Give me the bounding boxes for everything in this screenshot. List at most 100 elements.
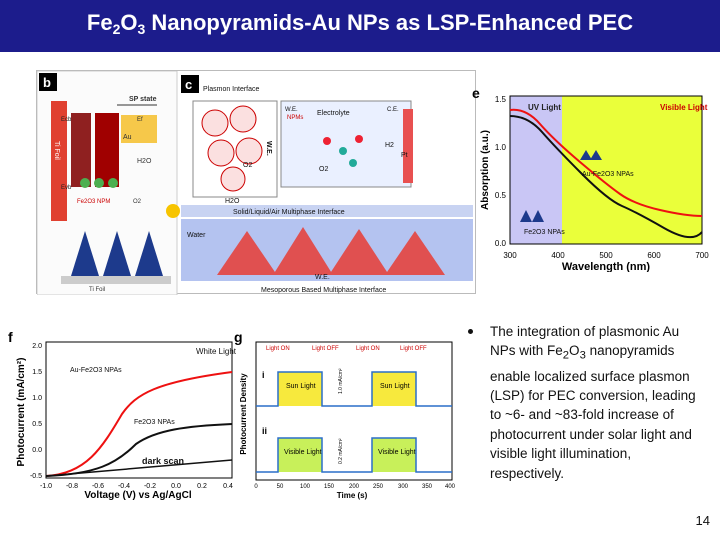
- svg-text:300: 300: [398, 484, 409, 490]
- panel-b-label-box: [39, 73, 57, 91]
- svg-text:Ti Foil: Ti Foil: [89, 287, 105, 293]
- svg-text:1.0 mA/cm²: 1.0 mA/cm²: [338, 368, 344, 394]
- figure-panel-e: e UV Light Visible Light Au-Fe2O3 NPAs F…: [470, 82, 712, 273]
- svg-text:UV Light: UV Light: [528, 103, 561, 112]
- svg-text:-1.0: -1.0: [40, 483, 52, 490]
- svg-text:f: f: [8, 329, 13, 345]
- absorption-chart: e UV Light Visible Light Au-Fe2O3 NPAs F…: [472, 85, 709, 273]
- svg-text:SP state: SP state: [129, 96, 157, 103]
- svg-text:0.0: 0.0: [32, 447, 42, 454]
- svg-text:100: 100: [300, 484, 311, 490]
- svg-text:0.5: 0.5: [32, 421, 42, 428]
- svg-text:Au-Fe2O3 NPAs: Au-Fe2O3 NPAs: [582, 171, 634, 178]
- svg-text:Visible Light: Visible Light: [660, 103, 708, 112]
- svg-text:0.4: 0.4: [223, 483, 233, 490]
- svg-text:Light ON: Light ON: [356, 346, 380, 352]
- svg-text:1.5: 1.5: [32, 369, 42, 376]
- fe2o3-curve: [509, 115, 703, 239]
- svg-text:50: 50: [277, 484, 284, 490]
- svg-text:Ecb: Ecb: [61, 117, 72, 123]
- svg-text:-0.8: -0.8: [66, 483, 78, 490]
- svg-text:0.2 mA/cm²: 0.2 mA/cm²: [338, 438, 344, 464]
- svg-text:Ti Foil: Ti Foil: [53, 141, 60, 160]
- svg-text:2.0: 2.0: [32, 343, 42, 350]
- svg-text:W.E.: W.E.: [315, 274, 330, 281]
- svg-text:g: g: [234, 329, 243, 345]
- svg-text:0: 0: [254, 484, 258, 490]
- svg-text:700: 700: [695, 251, 709, 260]
- svg-text:Photocurrent Density: Photocurrent Density: [239, 373, 248, 455]
- svg-text:Fe2O3 NPM: Fe2O3 NPM: [77, 199, 110, 205]
- svg-text:W.E.: W.E.: [265, 141, 272, 156]
- svg-text:1.0: 1.0: [495, 143, 507, 152]
- svg-text:Mesoporous Based Multiphase In: Mesoporous Based Multiphase Interface: [261, 287, 386, 294]
- figure-panel-f: f White Light Au-Fe2O3 NPAs Fe2O3 NPAs d…: [6, 328, 238, 501]
- svg-text:0.5: 0.5: [495, 191, 507, 200]
- svg-text:-0.5: -0.5: [30, 473, 42, 480]
- svg-text:H2O: H2O: [225, 198, 240, 205]
- svg-text:Light OFF: Light OFF: [312, 346, 339, 352]
- svg-text:500: 500: [599, 251, 613, 260]
- svg-text:Light OFF: Light OFF: [400, 346, 427, 352]
- svg-text:0.0: 0.0: [171, 483, 181, 490]
- svg-text:200: 200: [349, 484, 360, 490]
- svg-text:Wavelength (nm): Wavelength (nm): [562, 261, 651, 272]
- svg-text:Ef: Ef: [137, 117, 143, 123]
- figure-panel-g: g Light ON Light OFF Light ON Light OFF …: [232, 328, 458, 500]
- title-bar: Fe2O3 Nanopyramids-Au NPs as LSP-Enhance…: [0, 0, 720, 52]
- svg-text:C.E.: C.E.: [387, 107, 399, 113]
- schematic-svg: b Ti Foil SP state Au Ef Ecb Evb H2O Fe2…: [36, 70, 473, 296]
- svg-text:NPMs: NPMs: [287, 115, 303, 121]
- svg-text:Fe2O3 NPAs: Fe2O3 NPAs: [524, 229, 565, 236]
- svg-text:Water: Water: [187, 232, 206, 239]
- page-number: 14: [695, 513, 710, 528]
- svg-text:1.0: 1.0: [32, 395, 42, 402]
- svg-text:400: 400: [445, 484, 456, 490]
- svg-text:Time (s): Time (s): [337, 491, 368, 500]
- svg-text:Sun Light: Sun Light: [286, 383, 316, 390]
- svg-text:-0.6: -0.6: [92, 483, 104, 490]
- svg-text:Evb: Evb: [61, 185, 72, 191]
- svg-text:400: 400: [551, 251, 565, 260]
- time-response-chart: g Light ON Light OFF Light ON Light OFF …: [234, 329, 456, 500]
- svg-text:Visible Light: Visible Light: [378, 449, 416, 456]
- svg-text:-0.2: -0.2: [144, 483, 156, 490]
- svg-text:H2: H2: [385, 142, 394, 149]
- svg-text:c: c: [185, 77, 192, 92]
- svg-text:350: 350: [422, 484, 433, 490]
- svg-text:Fe2O3 NPAs: Fe2O3 NPAs: [134, 419, 175, 426]
- svg-text:250: 250: [373, 484, 384, 490]
- svg-text:i: i: [262, 370, 265, 380]
- svg-text:150: 150: [324, 484, 335, 490]
- panel-b-label: b: [43, 75, 51, 90]
- svg-text:-0.4: -0.4: [118, 483, 130, 490]
- svg-text:H2O: H2O: [137, 158, 152, 165]
- svg-text:O2: O2: [319, 166, 328, 173]
- svg-text:0.2: 0.2: [197, 483, 207, 490]
- bullet-text: The integration of plasmonic Au NPs with…: [490, 324, 696, 481]
- svg-text:Sun Light: Sun Light: [380, 383, 410, 390]
- slide-title: Fe2O3 Nanopyramids-Au NPs as LSP-Enhance…: [86, 10, 634, 37]
- svg-text:0.0: 0.0: [495, 239, 507, 248]
- svg-text:Light ON: Light ON: [266, 346, 290, 352]
- svg-text:Photocurrent (mA/cm²): Photocurrent (mA/cm²): [16, 358, 27, 467]
- svg-text:ii: ii: [262, 426, 267, 436]
- svg-text:600: 600: [647, 251, 661, 260]
- svg-text:O2: O2: [133, 199, 142, 205]
- svg-text:dark scan: dark scan: [142, 456, 184, 466]
- ti-foil-bar: [51, 101, 67, 221]
- svg-text:O2: O2: [243, 162, 252, 169]
- svg-text:White Light: White Light: [196, 347, 237, 356]
- svg-text:Plasmon Interface: Plasmon Interface: [203, 86, 260, 93]
- svg-text:1.5: 1.5: [495, 95, 507, 104]
- svg-text:Absorption (a.u.): Absorption (a.u.): [480, 130, 491, 210]
- svg-text:Au: Au: [123, 134, 132, 141]
- svg-text:e: e: [472, 85, 480, 101]
- svg-text:Pt: Pt: [401, 152, 408, 159]
- figure-panel-bc: b Ti Foil SP state Au Ef Ecb Evb H2O Fe2…: [36, 70, 476, 296]
- svg-text:Visible Light: Visible Light: [284, 449, 322, 456]
- svg-text:Solid/Liquid/Air Multiphase In: Solid/Liquid/Air Multiphase Interface: [233, 209, 345, 216]
- svg-text:Electrolyte: Electrolyte: [317, 110, 350, 117]
- svg-text:Au-Fe2O3 NPAs: Au-Fe2O3 NPAs: [70, 367, 122, 374]
- au-fe2o3-curve: [509, 108, 703, 217]
